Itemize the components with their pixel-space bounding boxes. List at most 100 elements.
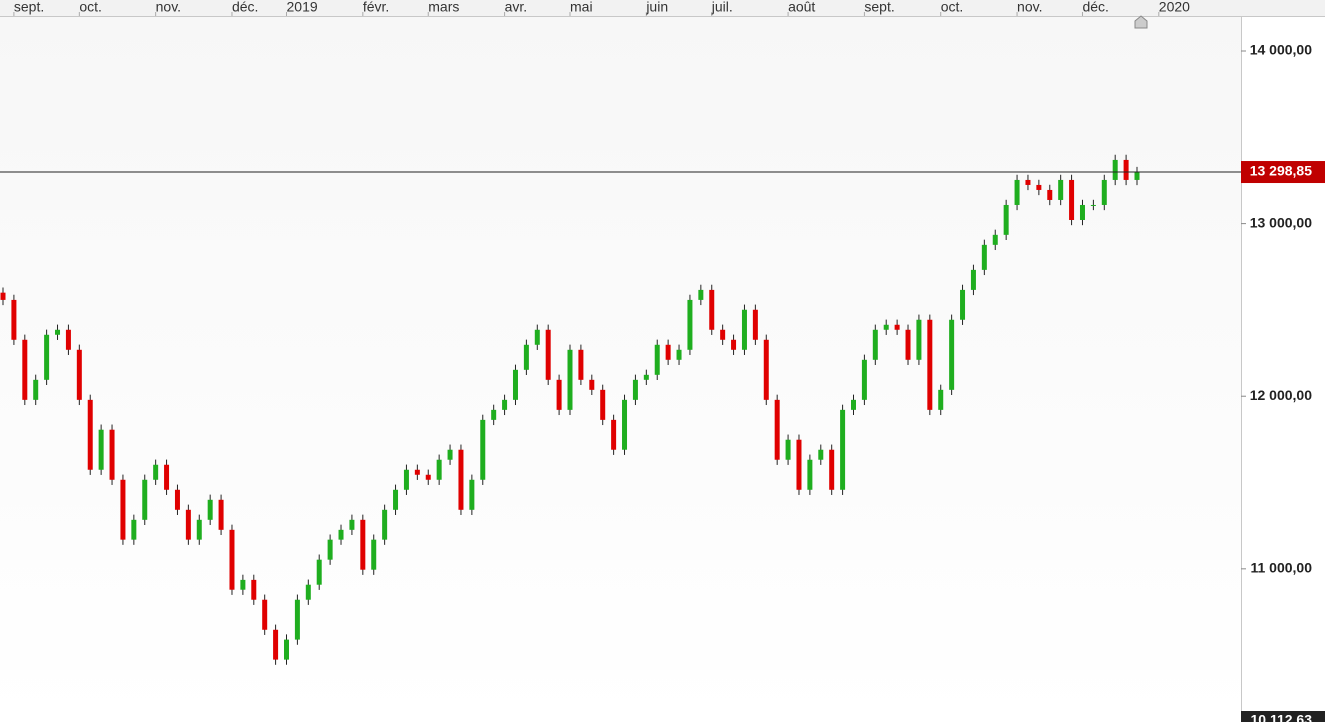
candle-body — [273, 629, 279, 660]
candle-body — [174, 489, 180, 510]
candle-body — [578, 349, 584, 380]
candle-body — [622, 399, 628, 450]
candle-body — [251, 579, 257, 600]
candle-body — [65, 329, 71, 350]
candle-body — [861, 359, 867, 400]
candle-body — [632, 379, 638, 400]
y-tick-label: 12 000,00 — [1250, 387, 1312, 403]
candle-body — [796, 439, 802, 490]
candle-body — [436, 459, 442, 480]
candle-body — [1134, 172, 1140, 180]
candle-body — [709, 289, 715, 330]
candle-body — [512, 369, 518, 400]
month-label: juil. — [711, 0, 733, 15]
candle-body — [425, 474, 431, 480]
candle-body — [698, 289, 704, 300]
candle-body — [894, 324, 900, 330]
month-label: sept. — [864, 0, 894, 15]
candle-body — [120, 479, 126, 540]
candle-body — [229, 529, 235, 590]
candle-body — [949, 319, 955, 390]
candle-body — [218, 499, 224, 530]
month-label: mars — [428, 0, 459, 15]
candle-body — [676, 349, 682, 360]
price-axis-panel — [1242, 17, 1325, 722]
plot-background — [0, 17, 1241, 722]
candle-body — [611, 419, 617, 450]
candle-body — [1058, 179, 1064, 200]
candle-body — [731, 339, 737, 350]
candle-body — [1003, 204, 1009, 235]
candle-body — [33, 379, 39, 400]
candle-body — [55, 329, 61, 335]
candle-body — [1079, 204, 1085, 220]
candle-body — [447, 449, 453, 460]
candle-body — [851, 399, 856, 410]
candle-body — [284, 639, 289, 660]
candle-body — [927, 319, 933, 410]
candle-body — [98, 429, 104, 470]
month-label: sept. — [14, 0, 44, 15]
last-price-box — [1241, 161, 1325, 184]
month-label: 2020 — [1159, 0, 1190, 15]
candle-body — [371, 539, 377, 570]
range-low-label: 10 112,63 — [1250, 712, 1312, 722]
candle-body — [1123, 159, 1129, 180]
candle-body — [22, 339, 28, 400]
candle-body — [687, 299, 693, 350]
candle-body — [403, 469, 409, 490]
month-label: nov. — [156, 0, 181, 15]
candle-body — [142, 479, 148, 520]
month-label: oct. — [941, 0, 964, 15]
candle-body — [502, 399, 508, 410]
candle-body — [545, 329, 551, 380]
y-tick-label: 13 000,00 — [1250, 214, 1312, 230]
month-label: 2019 — [287, 0, 318, 15]
month-label: nov. — [1017, 0, 1042, 15]
month-label: avr. — [505, 0, 528, 15]
month-label: déc. — [232, 0, 258, 15]
candle-body — [458, 449, 464, 510]
candle-body — [818, 449, 824, 460]
candle-body — [196, 519, 202, 540]
candle-body — [523, 344, 529, 370]
candle-body — [534, 329, 540, 345]
candle-body — [970, 269, 976, 290]
candle-body — [1047, 189, 1053, 200]
candle-body — [883, 324, 889, 330]
candle-body — [905, 329, 911, 360]
month-label: juin — [645, 0, 668, 15]
month-label: oct. — [79, 0, 102, 15]
candle-body — [589, 379, 595, 390]
month-label: déc. — [1082, 0, 1108, 15]
candle-body — [262, 599, 268, 630]
candle-body — [981, 244, 987, 270]
candle-body — [480, 419, 486, 480]
candle-body — [643, 374, 649, 380]
candle-body — [785, 439, 791, 460]
home-icon[interactable] — [1134, 15, 1148, 29]
candle-body — [360, 519, 366, 570]
candle-body — [774, 399, 780, 460]
candle-body — [207, 499, 213, 520]
candle-body — [382, 509, 388, 540]
candle-body — [11, 299, 17, 340]
time-axis-bar — [0, 0, 1325, 16]
candle-body — [840, 409, 846, 490]
candle-body — [294, 599, 300, 640]
candle-body — [1112, 159, 1118, 180]
candle-body — [491, 409, 497, 420]
last-price-label: 13 298,85 — [1250, 163, 1312, 179]
candle-body — [1036, 184, 1042, 190]
y-tick-label: 11 000,00 — [1250, 560, 1312, 576]
candle-body — [349, 519, 355, 530]
candle-body — [44, 334, 50, 380]
candle-body — [76, 349, 82, 400]
candle-body — [741, 309, 747, 350]
candle-body — [556, 379, 562, 410]
candle-body — [720, 329, 726, 340]
month-label: mai — [570, 0, 593, 15]
candle-body — [665, 344, 671, 360]
candle-body — [393, 489, 399, 510]
